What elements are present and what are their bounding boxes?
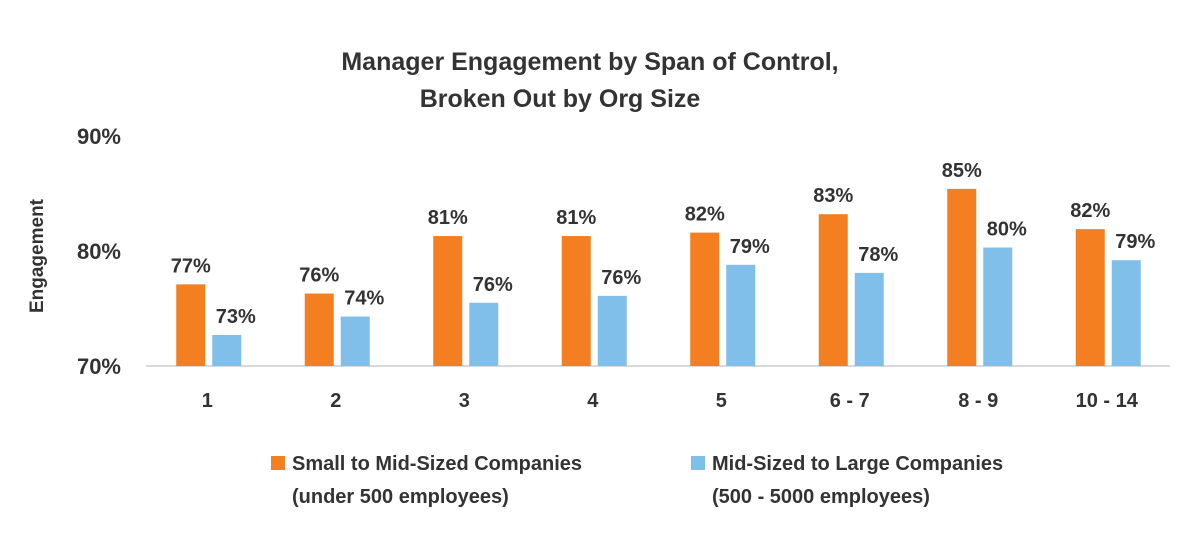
x-tick-label: 5 (716, 390, 727, 412)
y-tick-label: 80% (77, 239, 121, 264)
bar-mid-large (726, 264, 756, 366)
y-axis-label: Engagement (27, 198, 48, 313)
data-label: 81% (556, 207, 596, 229)
data-label: 78% (858, 244, 898, 266)
legend-label: Mid-Sized to Large Companies (712, 453, 1003, 475)
bar-mid-large (983, 247, 1013, 366)
bar-small-mid (947, 188, 977, 366)
bar-mid-large (854, 272, 884, 366)
bar-small-mid (818, 214, 848, 366)
bar-mid-large (212, 334, 242, 366)
data-label: 77% (171, 255, 211, 277)
legend-swatch (271, 456, 285, 470)
data-label: 81% (428, 207, 468, 229)
x-tick-label: 10 - 14 (1076, 390, 1139, 412)
bar-mid-large (340, 316, 370, 366)
x-tick-label: 6 - 7 (830, 390, 870, 412)
x-tick-label: 8 - 9 (958, 390, 998, 412)
legend-label-detail: (500 - 5000 employees) (712, 486, 930, 508)
bar-small-mid (176, 284, 206, 366)
bar-small-mid (690, 232, 720, 366)
bar-small-mid (1075, 229, 1105, 366)
y-tick-label: 70% (77, 354, 121, 379)
legend-label: Small to Mid-Sized Companies (292, 453, 582, 475)
data-label: 74% (344, 288, 384, 310)
bar-mid-large (469, 302, 499, 366)
data-label: 82% (1070, 200, 1110, 222)
data-label: 76% (601, 267, 641, 289)
x-tick-label: 1 (202, 390, 213, 412)
data-label: 85% (942, 160, 982, 182)
x-tick-label: 2 (330, 390, 341, 412)
data-label: 73% (216, 306, 256, 328)
bar-mid-large (1111, 260, 1141, 366)
bar-small-mid (304, 293, 334, 366)
data-label: 79% (730, 236, 770, 258)
legend-label-detail: (under 500 employees) (292, 486, 509, 508)
data-label: 79% (1115, 231, 1155, 253)
data-label: 83% (813, 185, 853, 207)
data-label: 76% (299, 265, 339, 287)
data-label: 80% (987, 219, 1027, 241)
x-tick-label: 3 (459, 390, 470, 412)
data-label: 76% (473, 274, 513, 296)
legend-swatch (691, 456, 705, 470)
chart-subtitle: Broken Out by Org Size (420, 85, 701, 113)
bar-small-mid (433, 236, 463, 366)
x-tick-label: 4 (587, 390, 599, 412)
y-tick-label: 90% (77, 124, 121, 149)
bar-mid-large (597, 295, 627, 366)
chart-title: Manager Engagement by Span of Control, (341, 48, 838, 76)
bar-small-mid (561, 236, 591, 366)
data-label: 82% (685, 204, 725, 226)
